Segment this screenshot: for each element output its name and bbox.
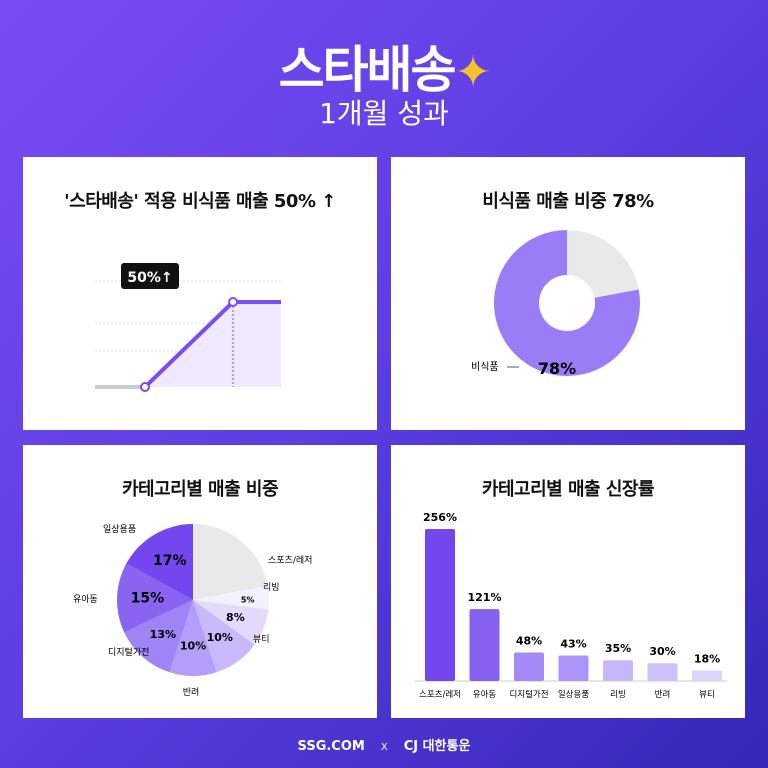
pie-chart: 5% 스포츠/레저 8% 리빙 10% 뷰티 10% 반려 13%디지털가전 15% 유아동 17% 일… [73,524,312,698]
data-point [140,382,150,392]
data-label: 35% [605,642,631,655]
bar [469,609,500,681]
donut-slice [494,230,640,376]
slice-label: 리빙 [263,582,280,593]
data-label: 18% [694,652,720,665]
subtitle: 1개월 성과 [319,97,449,130]
data-label: 8% [226,611,245,624]
tick-label: 디지털가전 [509,689,548,700]
bar [603,660,633,681]
data-label: 256% [423,511,457,524]
annotation-label: 50%↑ [127,270,172,286]
pie-slice [193,524,268,600]
card-bar: 카테고리별 매출 신장률 256% 스포츠/레저 121% 유아동 48% 디지털가전 43… [391,445,745,718]
donut-slice [567,230,639,298]
area-fill [95,302,281,387]
card-line: '스타배송' 적용 비식품 매출 50% ↑ 50%↑ [23,157,377,430]
pie-slice [193,585,269,610]
tick-label: 일상용품 [558,689,589,700]
slice-label: 스포츠/레저 [268,555,312,566]
bar [692,670,722,681]
slice-label: 비식품 [471,361,499,373]
pie-slice [124,600,193,673]
tick-label: 스포츠/레저 [419,690,461,700]
slice-label: 유아동 [73,594,98,605]
pie-slice [169,600,217,676]
data-label: 5% [241,595,255,604]
data-label: 48% [516,635,542,648]
data-label: 17% [153,553,187,569]
bar [514,652,544,681]
pie-slice [193,600,269,645]
data-label: 121% [468,591,502,604]
slice-label: 디지털가전 [108,646,149,658]
chart-title: 카테고리별 매출 비중 [121,479,279,500]
tick-label: 반려 [655,689,671,700]
data-label: 43% [560,637,586,650]
pie-slice [117,563,193,633]
tick-label: 뷰티 [699,690,715,700]
slice-label: 뷰티 [253,634,270,645]
data-label: 13% [150,628,176,641]
card-donut: 비식품 매출 비중 78% 78% 비식품 [391,157,745,430]
logo: 스타배송✦ [278,41,492,99]
data-label: 15% [131,591,165,607]
sparkle-icon: ✦ [454,47,492,98]
line-chart: 50%↑ [95,263,281,392]
tick-label: 유아동 [473,689,497,700]
bar [558,655,589,681]
card-pie: 카테고리별 매출 비중 5% 스포츠/레저 8% 리빙 10% 뷰티 10% 반려 13% 디지털… [23,445,377,718]
tick-label: 리빙 [610,690,626,700]
annotation-bubble [121,263,179,289]
bar [647,663,678,681]
data-label: 78% [538,359,576,378]
slice-label: 반려 [183,687,200,698]
data-label: 10% [207,631,233,644]
chart-title: 카테고리별 매출 신장률 [481,479,655,500]
data-label: 30% [649,645,675,658]
donut-chart: 78% 비식품 [471,230,640,378]
chart-title: '스타배송' 적용 비식품 매출 50% ↑ [64,191,336,212]
chart-title: 비식품 매출 비중 78% [482,191,654,212]
pie-slice [193,600,255,673]
data-point [228,297,238,307]
slice-label: 일상용품 [103,524,136,535]
bar-chart: 256% 스포츠/레저 121% 유아동 48% 디지털가전 43% 일상용품 35% 리빙 30%… [415,511,727,700]
footer: SSG.COM X CJ 대한통운 [297,739,471,754]
bar [425,529,455,681]
data-label: 10% [180,640,206,653]
pie-slice [126,524,193,600]
